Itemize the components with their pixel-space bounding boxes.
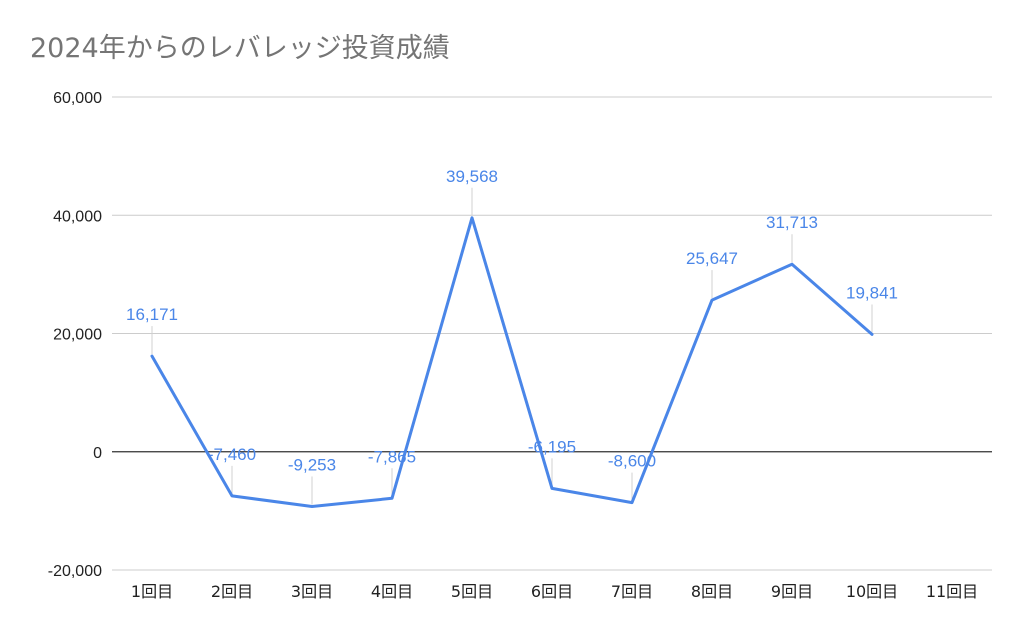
data-labels: 16,171 -7,460 -9,253 -7,865 39,568 -6,195 -8,6…	[126, 167, 898, 475]
y-tick-label: 20,000	[53, 327, 102, 344]
data-label: 25,647	[686, 249, 738, 268]
x-axis-tick-labels: 1回目 2回目 3回目 4回目 5回目 6回目 7回目 8回目 9回目 10回目 11回目	[131, 582, 978, 601]
data-point	[390, 496, 395, 501]
series-line	[150, 216, 874, 508]
data-label-leaders	[151, 187, 873, 505]
x-tick-label: 10回目	[846, 582, 898, 601]
data-point	[230, 493, 235, 498]
x-tick-label: 6回目	[531, 582, 573, 601]
y-axis-tick-labels: -20,000 0 20,000 40,000 60,000	[48, 90, 102, 580]
data-point	[470, 215, 475, 220]
data-point	[310, 504, 315, 509]
data-label: 39,568	[446, 167, 498, 186]
data-point	[870, 332, 875, 337]
data-label: -9,253	[288, 455, 336, 474]
x-tick-label: 11回目	[926, 582, 978, 601]
data-point	[550, 486, 555, 491]
data-label: 19,841	[846, 283, 898, 302]
y-tick-label: 60,000	[53, 90, 102, 107]
y-tick-label: 0	[93, 445, 102, 462]
data-label: 31,713	[766, 213, 818, 232]
gridlines	[112, 96, 992, 571]
data-point	[150, 354, 155, 359]
x-tick-label: 9回目	[771, 582, 813, 601]
x-tick-label: 7回目	[611, 582, 653, 601]
x-tick-label: 3回目	[291, 582, 333, 601]
data-label: 16,171	[126, 305, 178, 324]
data-point	[630, 500, 635, 505]
data-label: -8,600	[608, 452, 656, 471]
y-tick-label: 40,000	[53, 208, 102, 225]
data-label: -7,865	[368, 447, 416, 466]
data-point	[790, 262, 795, 267]
x-tick-label: 5回目	[451, 582, 493, 601]
data-label: -6,195	[528, 437, 576, 456]
x-tick-label: 1回目	[131, 582, 173, 601]
x-tick-label: 2回目	[211, 582, 253, 601]
x-tick-label: 8回目	[691, 582, 733, 601]
series-layer	[150, 215, 875, 509]
x-tick-label: 4回目	[371, 582, 413, 601]
y-tick-label: -20,000	[48, 563, 102, 580]
chart-title: 2024年からのレバレッジ投資成績	[30, 33, 450, 64]
data-point	[710, 298, 715, 303]
data-label: -7,460	[208, 445, 256, 464]
